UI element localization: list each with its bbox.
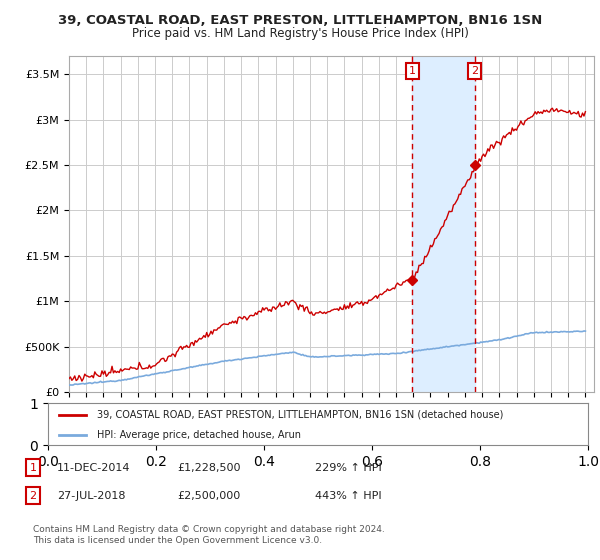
Text: 39, COASTAL ROAD, EAST PRESTON, LITTLEHAMPTON, BN16 1SN: 39, COASTAL ROAD, EAST PRESTON, LITTLEHA… — [58, 14, 542, 27]
Text: 27-JUL-2018: 27-JUL-2018 — [57, 491, 125, 501]
Text: 1: 1 — [409, 66, 416, 76]
Text: £2,500,000: £2,500,000 — [177, 491, 240, 501]
Text: HPI: Average price, detached house, Arun: HPI: Average price, detached house, Arun — [97, 430, 301, 440]
Bar — [412, 56, 475, 392]
Text: 2: 2 — [29, 491, 37, 501]
Text: £1,228,500: £1,228,500 — [177, 463, 241, 473]
Text: 1: 1 — [29, 463, 37, 473]
Text: 229% ↑ HPI: 229% ↑ HPI — [315, 463, 382, 473]
Text: 443% ↑ HPI: 443% ↑ HPI — [315, 491, 382, 501]
Text: 39, COASTAL ROAD, EAST PRESTON, LITTLEHAMPTON, BN16 1SN (detached house): 39, COASTAL ROAD, EAST PRESTON, LITTLEHA… — [97, 410, 503, 420]
Text: 11-DEC-2014: 11-DEC-2014 — [57, 463, 131, 473]
Text: Price paid vs. HM Land Registry's House Price Index (HPI): Price paid vs. HM Land Registry's House … — [131, 27, 469, 40]
Text: 2: 2 — [471, 66, 478, 76]
Text: Contains HM Land Registry data © Crown copyright and database right 2024.
This d: Contains HM Land Registry data © Crown c… — [33, 525, 385, 545]
